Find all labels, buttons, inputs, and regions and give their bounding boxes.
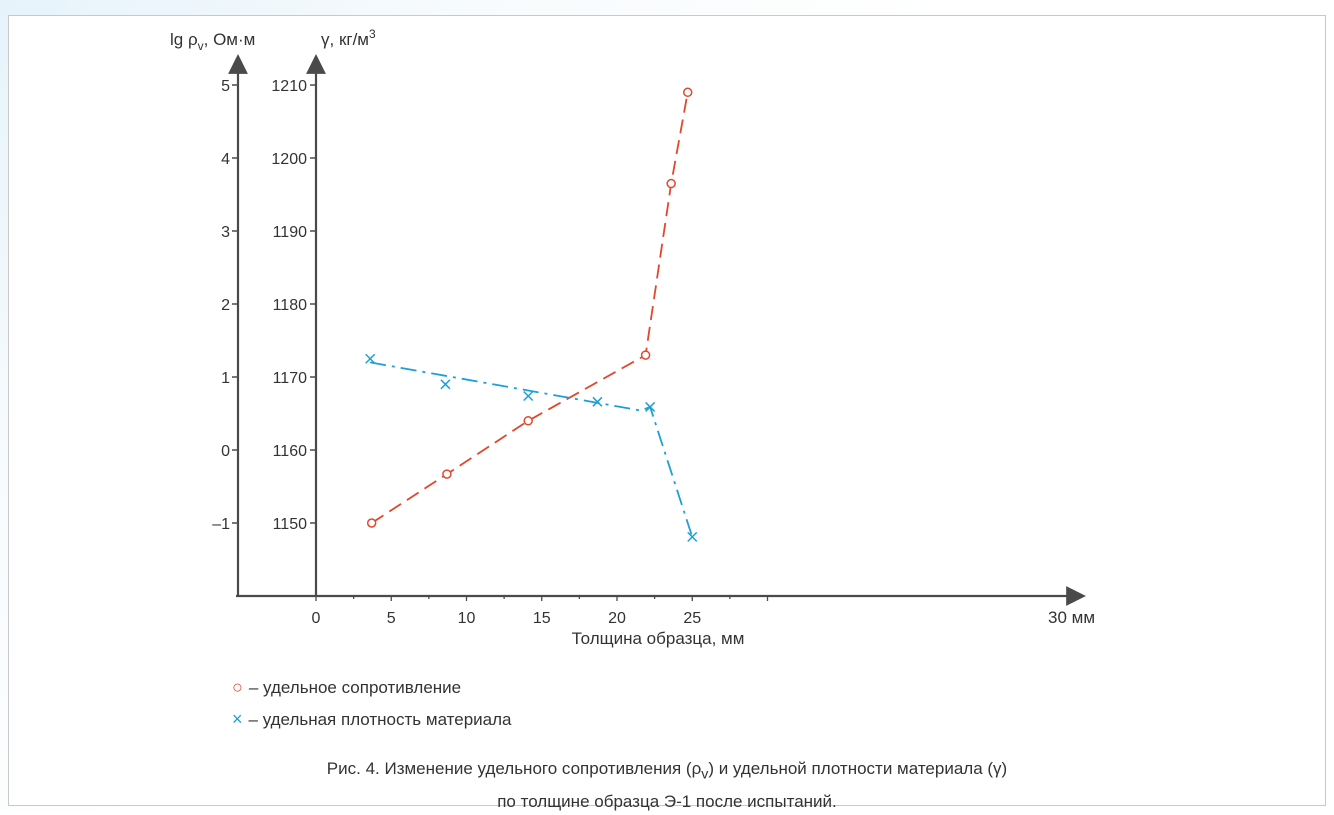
legend-label-density: – удельная плотность материала bbox=[248, 709, 512, 729]
left-y-tick-label: 0 bbox=[221, 443, 230, 460]
right-axis-title-main: γ, кг/м bbox=[321, 30, 369, 49]
right-y-tick-label: 1160 bbox=[273, 443, 308, 460]
right-axis-title: γ, кг/м3 bbox=[321, 27, 376, 49]
caption-subscript: v bbox=[701, 766, 709, 783]
caption-line-1: Рис. 4. Изменение удельного сопротивлени… bbox=[0, 755, 1334, 788]
left-axis-title: lg ρv, Ом·м bbox=[170, 30, 255, 53]
x-axis-unit-label: 30 мм bbox=[1048, 608, 1095, 627]
right-y-tick-label: 1200 bbox=[271, 151, 307, 168]
left-y-tick-label: –1 bbox=[212, 516, 230, 533]
resistance-data-point bbox=[442, 469, 452, 479]
series-lines-group bbox=[370, 92, 694, 538]
density-data-point bbox=[687, 531, 698, 542]
x-tick-label: 10 bbox=[458, 610, 476, 627]
legend-item-resistance: ○ – удельное сопротивление bbox=[232, 677, 461, 698]
left-y-tick-label: 3 bbox=[221, 224, 230, 241]
right-axis-title-sup: 3 bbox=[369, 27, 376, 41]
left-y-tick-label: 1 bbox=[221, 370, 230, 387]
left-y-tick-label: 2 bbox=[221, 297, 230, 314]
legend-label-resistance: – удельное сопротивление bbox=[248, 677, 462, 697]
caption-part-b: ) и удельной плотности материала (γ) bbox=[708, 759, 1008, 778]
density-data-point bbox=[523, 390, 534, 402]
caption-line-2: по толщине образца Э-1 после испытаний. bbox=[497, 792, 837, 812]
caption-part-a: Рис. 4. Изменение удельного сопротивлени… bbox=[326, 759, 702, 778]
cross-marker-icon: × bbox=[232, 709, 243, 729]
density-data-point bbox=[645, 401, 656, 412]
right-y-tick-label: 1190 bbox=[273, 224, 308, 241]
density-data-point bbox=[365, 353, 376, 364]
x-tick-label: 5 bbox=[387, 610, 396, 627]
left-y-tick-label: 5 bbox=[221, 78, 230, 95]
x-axis-title: Толщина образца, мм bbox=[572, 629, 745, 648]
left-axis-title-sub: v bbox=[198, 39, 204, 53]
x-tick-label: 25 bbox=[683, 610, 701, 627]
x-tick-label: 0 bbox=[312, 610, 321, 627]
ticks-group: –1 0 1 2 3 4 5 1150 1160 1170 1180 1190 1200 1210 0 5 10… bbox=[212, 78, 769, 627]
density-series-line bbox=[370, 361, 694, 538]
resistance-data-point bbox=[682, 87, 693, 98]
left-axis-title-tail: , Ом·м bbox=[204, 30, 256, 49]
resistance-data-point bbox=[366, 518, 377, 528]
x-tick-label: 20 bbox=[608, 610, 626, 627]
resistance-data-point bbox=[523, 416, 533, 426]
circle-marker-icon: ○ bbox=[232, 677, 243, 697]
resistance-data-point bbox=[640, 350, 651, 360]
right-y-tick-label: 1170 bbox=[273, 370, 308, 387]
density-data-point bbox=[440, 379, 451, 390]
right-y-tick-label: 1180 bbox=[273, 297, 308, 314]
left-y-tick-label: 4 bbox=[221, 151, 230, 168]
x-tick-label: 15 bbox=[533, 610, 551, 627]
figure-caption: Рис. 4. Изменение удельного сопротивлени… bbox=[0, 755, 1334, 815]
left-axis-title-main: lg ρ bbox=[170, 30, 198, 49]
resistance-series-line bbox=[371, 92, 689, 524]
right-y-tick-label: 1150 bbox=[273, 516, 308, 533]
resistance-data-point bbox=[666, 178, 676, 189]
legend-item-density: × – удельная плотность материала bbox=[232, 709, 511, 730]
density-data-point bbox=[592, 396, 603, 407]
axes-group bbox=[228, 54, 1086, 606]
series-markers-group bbox=[365, 87, 698, 542]
right-y-tick-label: 1210 bbox=[271, 78, 307, 95]
figure-panel bbox=[8, 15, 1326, 806]
